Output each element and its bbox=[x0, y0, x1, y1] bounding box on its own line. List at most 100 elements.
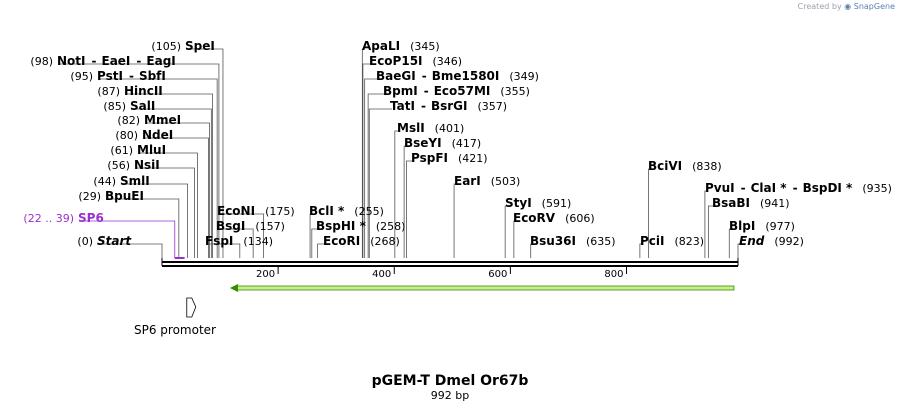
site-label-clai-: ClaI * bbox=[751, 181, 788, 195]
site-label-sbfi: SbfI bbox=[139, 69, 166, 83]
site-line-bsabi bbox=[707, 205, 714, 258]
site-label-bpuei: BpuEI bbox=[105, 189, 144, 203]
site-label-fspi: FspI bbox=[205, 234, 233, 248]
site-label-nsii: NsiI bbox=[134, 158, 160, 172]
site-line-msli bbox=[394, 130, 399, 258]
ruler-label-200: 200 bbox=[256, 269, 275, 280]
site-pos-ecori: (268) bbox=[370, 235, 400, 248]
site-label-bsgi: BsgI bbox=[216, 219, 245, 233]
site-label-spei: SpeI bbox=[185, 39, 215, 53]
site-label-sp6: SP6 bbox=[78, 211, 104, 225]
site-pos-smli: (44) bbox=[93, 175, 116, 188]
site-sep-baegi-0: - bbox=[422, 69, 427, 83]
site-pos-bpmi: (355) bbox=[500, 85, 530, 98]
site-pos-blpi: (977) bbox=[765, 220, 795, 233]
site-line-ndei bbox=[144, 137, 209, 258]
site-pos-nsii: (56) bbox=[107, 159, 130, 172]
site-line-pspfi bbox=[406, 160, 413, 258]
site-pos-ndei: (80) bbox=[115, 129, 138, 142]
site-line-bsphi bbox=[311, 228, 318, 258]
site-line-eari bbox=[453, 183, 456, 258]
site-label-noti: NotI bbox=[57, 54, 86, 68]
site-line-pcii bbox=[639, 243, 642, 258]
site-pos-sp6: (22 .. 39) bbox=[23, 212, 74, 225]
site-pos-econi: (175) bbox=[265, 205, 295, 218]
site-pos-bcivi: (838) bbox=[692, 160, 722, 173]
site-pos-pspfi: (421) bbox=[458, 152, 488, 165]
site-label-styi: StyI bbox=[505, 196, 532, 210]
site-sep-pvui-1: - bbox=[793, 181, 798, 195]
site-label-bseyi: BseYI bbox=[404, 136, 442, 150]
site-label-start: Start bbox=[97, 234, 132, 248]
site-label-blpi: BlpI bbox=[729, 219, 755, 233]
insert-feature-arrowhead bbox=[229, 284, 238, 292]
site-label-tati: TatI bbox=[390, 99, 415, 113]
site-label-ndei: NdeI bbox=[142, 128, 173, 142]
site-pos-end: (992) bbox=[774, 235, 804, 248]
site-line-mmei bbox=[146, 122, 211, 258]
site-label-bsabi: BsaBI bbox=[712, 196, 750, 210]
site-pos-bsabi: (941) bbox=[760, 197, 790, 210]
site-label-eagi: EagI bbox=[146, 54, 175, 68]
site-sep-pvui-0: - bbox=[741, 181, 746, 195]
site-line-bseyi bbox=[403, 145, 406, 258]
site-label-bsphi: BspHI * bbox=[316, 219, 367, 233]
site-label-ecorv: EcoRV bbox=[513, 211, 556, 225]
site-pos-fspi: (134) bbox=[243, 235, 273, 248]
site-line-sp6 bbox=[80, 220, 176, 258]
snapgene-credit: Created by ◉ SnapGene bbox=[798, 2, 895, 11]
site-pos-psti: (95) bbox=[70, 70, 93, 83]
site-label-bme1580i: Bme1580I bbox=[432, 69, 500, 83]
sp6-promoter-feature bbox=[186, 297, 197, 318]
site-sep-tati-0: - bbox=[421, 99, 426, 113]
insert-feature-bar bbox=[235, 285, 735, 291]
site-label-bsu36i: Bsu36I bbox=[530, 234, 576, 248]
sp6-promoter-label: SP6 promoter bbox=[134, 323, 216, 337]
site-label-sali: SalI bbox=[130, 99, 155, 113]
site-label-bpmi: BpmI bbox=[383, 84, 418, 98]
site-sep-psti-0: - bbox=[129, 69, 134, 83]
site-pos-pvui: (935) bbox=[862, 182, 892, 195]
site-label-end: End bbox=[739, 234, 765, 248]
site-sep-noti-1: - bbox=[136, 54, 141, 68]
site-label-psti: PstI bbox=[97, 69, 123, 83]
site-pos-bsphi: (258) bbox=[376, 220, 406, 233]
site-line-bpuei bbox=[107, 198, 180, 258]
site-line-bcli bbox=[309, 213, 311, 258]
site-pos-ecorv: (606) bbox=[565, 212, 595, 225]
site-label-apali: ApaLI bbox=[362, 39, 400, 53]
site-pos-mmei: (82) bbox=[117, 114, 140, 127]
site-label-pvui: PvuI bbox=[705, 181, 735, 195]
site-line-end bbox=[737, 243, 741, 258]
site-pos-ecop15i: (346) bbox=[433, 55, 463, 68]
site-label-pspfi: PspFI bbox=[411, 151, 448, 165]
site-label-baegi: BaeGI bbox=[376, 69, 416, 83]
site-label-mmei: MmeI bbox=[144, 113, 181, 127]
map-title: pGEM-T Dmel Or67b bbox=[372, 373, 529, 389]
site-line-ecop15i bbox=[362, 63, 371, 258]
credit-brand: SnapGene bbox=[853, 2, 895, 11]
site-line-ecori bbox=[317, 243, 325, 258]
site-pos-tati: (357) bbox=[477, 100, 507, 113]
site-label-econi: EcoNI bbox=[217, 204, 255, 218]
snapgene-logo-icon: ◉ bbox=[844, 2, 852, 11]
site-pos-mlui: (61) bbox=[110, 144, 133, 157]
site-label-smli: SmlI bbox=[120, 174, 150, 188]
site-label-eari: EarI bbox=[454, 174, 481, 188]
site-pos-baegi: (349) bbox=[509, 70, 539, 83]
site-pos-styi: (591) bbox=[542, 197, 572, 210]
site-line-spei bbox=[187, 48, 224, 258]
site-pos-msli: (401) bbox=[435, 122, 465, 135]
site-line-apali bbox=[361, 48, 364, 258]
ruler-label-400: 400 bbox=[372, 269, 391, 280]
site-sep-noti-0: - bbox=[92, 54, 97, 68]
site-label-bsrgi: BsrGI bbox=[431, 99, 468, 113]
site-line-bpmi bbox=[367, 93, 385, 258]
site-line-bsgi bbox=[218, 228, 254, 258]
credit-prefix: Created by bbox=[797, 2, 842, 11]
site-line-styi bbox=[504, 205, 507, 258]
site-label-msli: MslI bbox=[397, 121, 425, 135]
site-line-pvui bbox=[704, 190, 707, 258]
site-pos-bsgi: (157) bbox=[255, 220, 285, 233]
